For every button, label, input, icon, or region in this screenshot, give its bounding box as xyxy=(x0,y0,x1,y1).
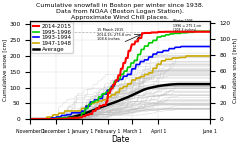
1995-1996 xyxy=(193,30,196,32)
1995-1996 xyxy=(91,101,94,103)
2014-2015 xyxy=(62,118,65,120)
1947-1948 xyxy=(77,110,80,112)
1993-1994 xyxy=(34,118,37,120)
Average xyxy=(77,115,80,116)
1993-1994 xyxy=(180,46,183,47)
X-axis label: Date: Date xyxy=(111,135,129,144)
1995-1996 xyxy=(62,117,65,119)
Y-axis label: Cumulative snow [cm]: Cumulative snow [cm] xyxy=(3,39,8,101)
1995-1996 xyxy=(70,117,73,118)
2014-2015 xyxy=(77,117,80,119)
1947-1948 xyxy=(62,112,65,114)
Average xyxy=(29,118,32,120)
Line: 2014-2015: 2014-2015 xyxy=(30,32,210,119)
2014-2015 xyxy=(118,74,121,76)
1993-1994 xyxy=(62,115,65,116)
1947-1948 xyxy=(185,55,188,57)
Title: Cumulative snowfall in Boston per winter since 1938.
Data from NOAA (Boston Loga: Cumulative snowfall in Boston per winter… xyxy=(36,3,204,20)
Text: 15 March 2015
2014-15: 275.8 cm
108.6 inches: 15 March 2015 2014-15: 275.8 cm 108.6 in… xyxy=(97,28,131,41)
1993-1994 xyxy=(209,46,211,47)
1947-1948 xyxy=(29,118,32,120)
Average xyxy=(34,118,37,120)
2014-2015 xyxy=(209,31,211,33)
1993-1994 xyxy=(91,101,94,103)
1947-1948 xyxy=(209,55,211,57)
Line: 1995-1996: 1995-1996 xyxy=(30,31,210,119)
Y-axis label: Cumulative snow [inch]: Cumulative snow [inch] xyxy=(232,38,237,103)
1993-1994 xyxy=(77,112,80,114)
1995-1996 xyxy=(29,118,32,120)
Line: 1947-1948: 1947-1948 xyxy=(30,56,210,119)
1993-1994 xyxy=(118,78,121,80)
1993-1994 xyxy=(29,118,32,120)
1993-1994 xyxy=(70,112,73,114)
Average xyxy=(180,83,183,85)
2014-2015 xyxy=(34,118,37,120)
Average xyxy=(70,116,73,118)
2014-2015 xyxy=(29,118,32,120)
1947-1948 xyxy=(70,110,73,112)
2014-2015 xyxy=(70,117,73,119)
1947-1948 xyxy=(34,118,37,120)
2014-2015 xyxy=(91,113,94,115)
Average xyxy=(209,83,211,85)
Average xyxy=(118,100,121,101)
2014-2015 xyxy=(164,31,167,33)
Legend: 2014-2015, 1995-1996, 1993-1994, 1947-1948, Average: 2014-2015, 1995-1996, 1993-1994, 1947-19… xyxy=(31,22,73,54)
Line: Average: Average xyxy=(30,84,210,119)
1947-1948 xyxy=(118,91,121,93)
Line: 1993-1994: 1993-1994 xyxy=(30,46,210,119)
Average xyxy=(91,110,94,112)
1995-1996 xyxy=(77,117,80,118)
1995-1996 xyxy=(209,30,211,32)
Text: Winter 1995-
1996 ≈ 275.1 cm
(108.3 inches): Winter 1995- 1996 ≈ 275.1 cm (108.3 inch… xyxy=(173,19,201,32)
Average xyxy=(62,118,65,119)
1947-1948 xyxy=(91,103,94,104)
1995-1996 xyxy=(118,78,121,80)
1995-1996 xyxy=(34,118,37,120)
